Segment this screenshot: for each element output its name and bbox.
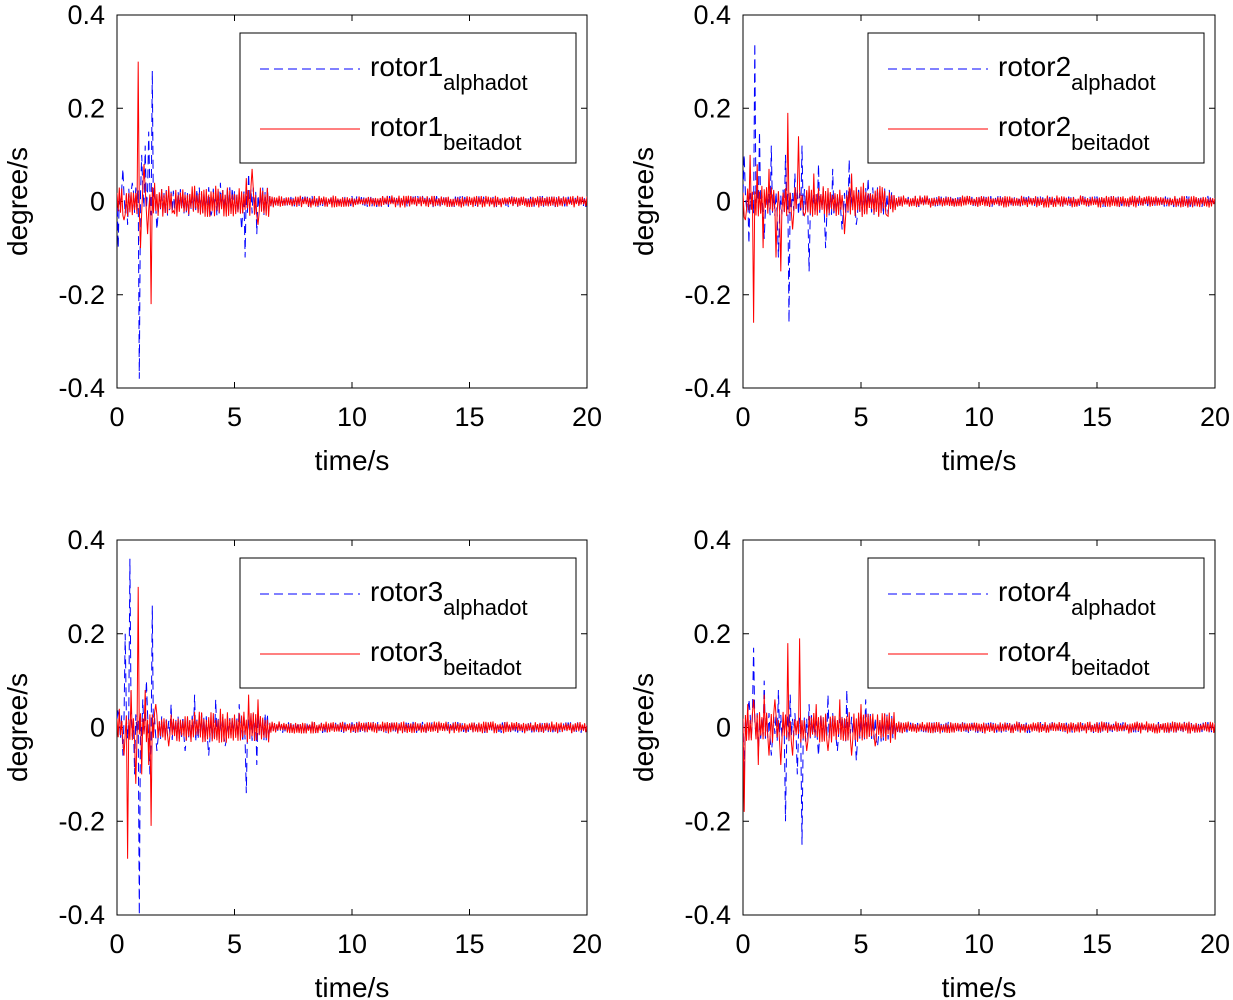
x-tick-label: 15 [1082, 402, 1112, 432]
legend-entry-name: rotor1 [370, 51, 443, 82]
legend-entry-rotor1-alphadot: rotor1alphadot [370, 51, 528, 95]
y-tick-label: -0.2 [58, 280, 105, 310]
x-tick-label: 10 [337, 929, 367, 959]
x-tick-label: 15 [1082, 929, 1112, 959]
y-tick-label: -0.4 [684, 900, 731, 930]
legend-box [239, 557, 577, 689]
x-tick-label: 5 [227, 402, 242, 432]
legend-entry-name: rotor4 [998, 576, 1071, 607]
x-tick-label: 0 [109, 402, 124, 432]
legend-entry-subscript: beitadot [443, 130, 521, 155]
x-tick-label: 20 [1200, 929, 1230, 959]
y-tick-label: 0 [90, 187, 105, 217]
legend-entry-subscript: alphadot [1071, 70, 1155, 95]
legend-box [867, 32, 1205, 164]
legend-box [239, 32, 577, 164]
legend-entry-name: rotor1 [370, 111, 443, 142]
x-tick-label: 10 [964, 402, 994, 432]
legend-box [867, 557, 1205, 689]
legend-entry-subscript: alphadot [1071, 595, 1155, 620]
y-tick-label: -0.2 [684, 280, 731, 310]
y-tick-label: 0 [716, 713, 731, 743]
legend-entry-name: rotor2 [998, 111, 1071, 142]
y-tick-label: 0.4 [693, 525, 731, 555]
legend-entry-rotor1-beitadot: rotor1beitadot [370, 111, 521, 155]
y-tick-label: -0.4 [58, 900, 105, 930]
legend-entry-subscript: beitadot [1071, 130, 1149, 155]
x-tick-label: 0 [735, 402, 750, 432]
y-tick-label: 0 [90, 713, 105, 743]
chart-panel-bottom-right: 0 5 10 15 20 -0.4 -0.2 0 0.2 0.4 time/s degree/s rot… [628, 525, 1230, 1000]
legend-entry-rotor2-beitadot: rotor2beitadot [998, 111, 1149, 155]
x-tick-label: 20 [572, 929, 602, 959]
x-tick-label: 15 [454, 929, 484, 959]
y-tick-label: 0.4 [67, 0, 105, 30]
legend-entry-name: rotor3 [370, 636, 443, 667]
x-axis-label: time/s [315, 445, 390, 476]
x-tick-label: 20 [572, 402, 602, 432]
x-tick-label: 0 [109, 929, 124, 959]
y-tick-label: -0.4 [58, 373, 105, 403]
y-tick-label: -0.2 [684, 806, 731, 836]
legend-entry-subscript: beitadot [1071, 655, 1149, 680]
y-axis-label: degree/s [628, 673, 659, 782]
series-line-rotor2-beitadot [743, 112, 1215, 323]
y-tick-label: 0.4 [67, 525, 105, 555]
y-axis-label: degree/s [2, 673, 33, 782]
legend-entry-rotor2-alphadot: rotor2alphadot [998, 51, 1156, 95]
legend-entry-subscript: beitadot [443, 655, 521, 680]
x-tick-label: 5 [227, 929, 242, 959]
y-tick-label: 0.2 [67, 619, 105, 649]
x-tick-label: 10 [337, 402, 367, 432]
y-axis-label: degree/s [2, 147, 33, 256]
legend-entry-name: rotor2 [998, 51, 1071, 82]
y-tick-label: 0.2 [693, 93, 731, 123]
y-tick-label: -0.4 [684, 373, 731, 403]
legend-entry-rotor4-alphadot: rotor4alphadot [998, 576, 1156, 620]
legend-entry-subscript: alphadot [443, 595, 527, 620]
series-line-rotor1-beitadot [117, 61, 587, 305]
x-tick-label: 15 [454, 402, 484, 432]
chart-panel-top-left: 0 5 10 15 20 -0.4 -0.2 0 0.2 0.4 time/s degree/s rot… [2, 0, 602, 476]
y-tick-label: -0.2 [58, 806, 105, 836]
y-tick-label: 0.2 [693, 619, 731, 649]
x-tick-label: 20 [1200, 402, 1230, 432]
x-axis-label: time/s [942, 972, 1017, 1000]
chart-panel-bottom-left: 0 5 10 15 20 -0.4 -0.2 0 0.2 0.4 time/s degree/s rot… [2, 525, 602, 1000]
legend-entry-name: rotor3 [370, 576, 443, 607]
legend-entry-rotor4-beitadot: rotor4beitadot [998, 636, 1149, 680]
x-tick-label: 10 [964, 929, 994, 959]
x-axis-label: time/s [942, 445, 1017, 476]
legend-entry-name: rotor4 [998, 636, 1071, 667]
y-tick-label: 0.4 [693, 0, 731, 30]
y-tick-label: 0.2 [67, 93, 105, 123]
x-tick-label: 5 [853, 929, 868, 959]
x-tick-label: 5 [853, 402, 868, 432]
y-tick-label: 0 [716, 187, 731, 217]
x-tick-label: 0 [735, 929, 750, 959]
legend-entry-rotor3-alphadot: rotor3alphadot [370, 576, 528, 620]
series-line-rotor1-alphadot [117, 70, 587, 379]
series-line-rotor3-beitadot [117, 586, 587, 859]
series-line-rotor4-beitadot [743, 638, 1215, 812]
y-axis-label: degree/s [628, 147, 659, 256]
x-axis-label: time/s [315, 972, 390, 1000]
legend-entry-subscript: alphadot [443, 70, 527, 95]
chart-panel-top-right: 0 5 10 15 20 -0.4 -0.2 0 0.2 0.4 time/s degree/s rot… [628, 0, 1230, 476]
legend-entry-rotor3-beitadot: rotor3beitadot [370, 636, 521, 680]
